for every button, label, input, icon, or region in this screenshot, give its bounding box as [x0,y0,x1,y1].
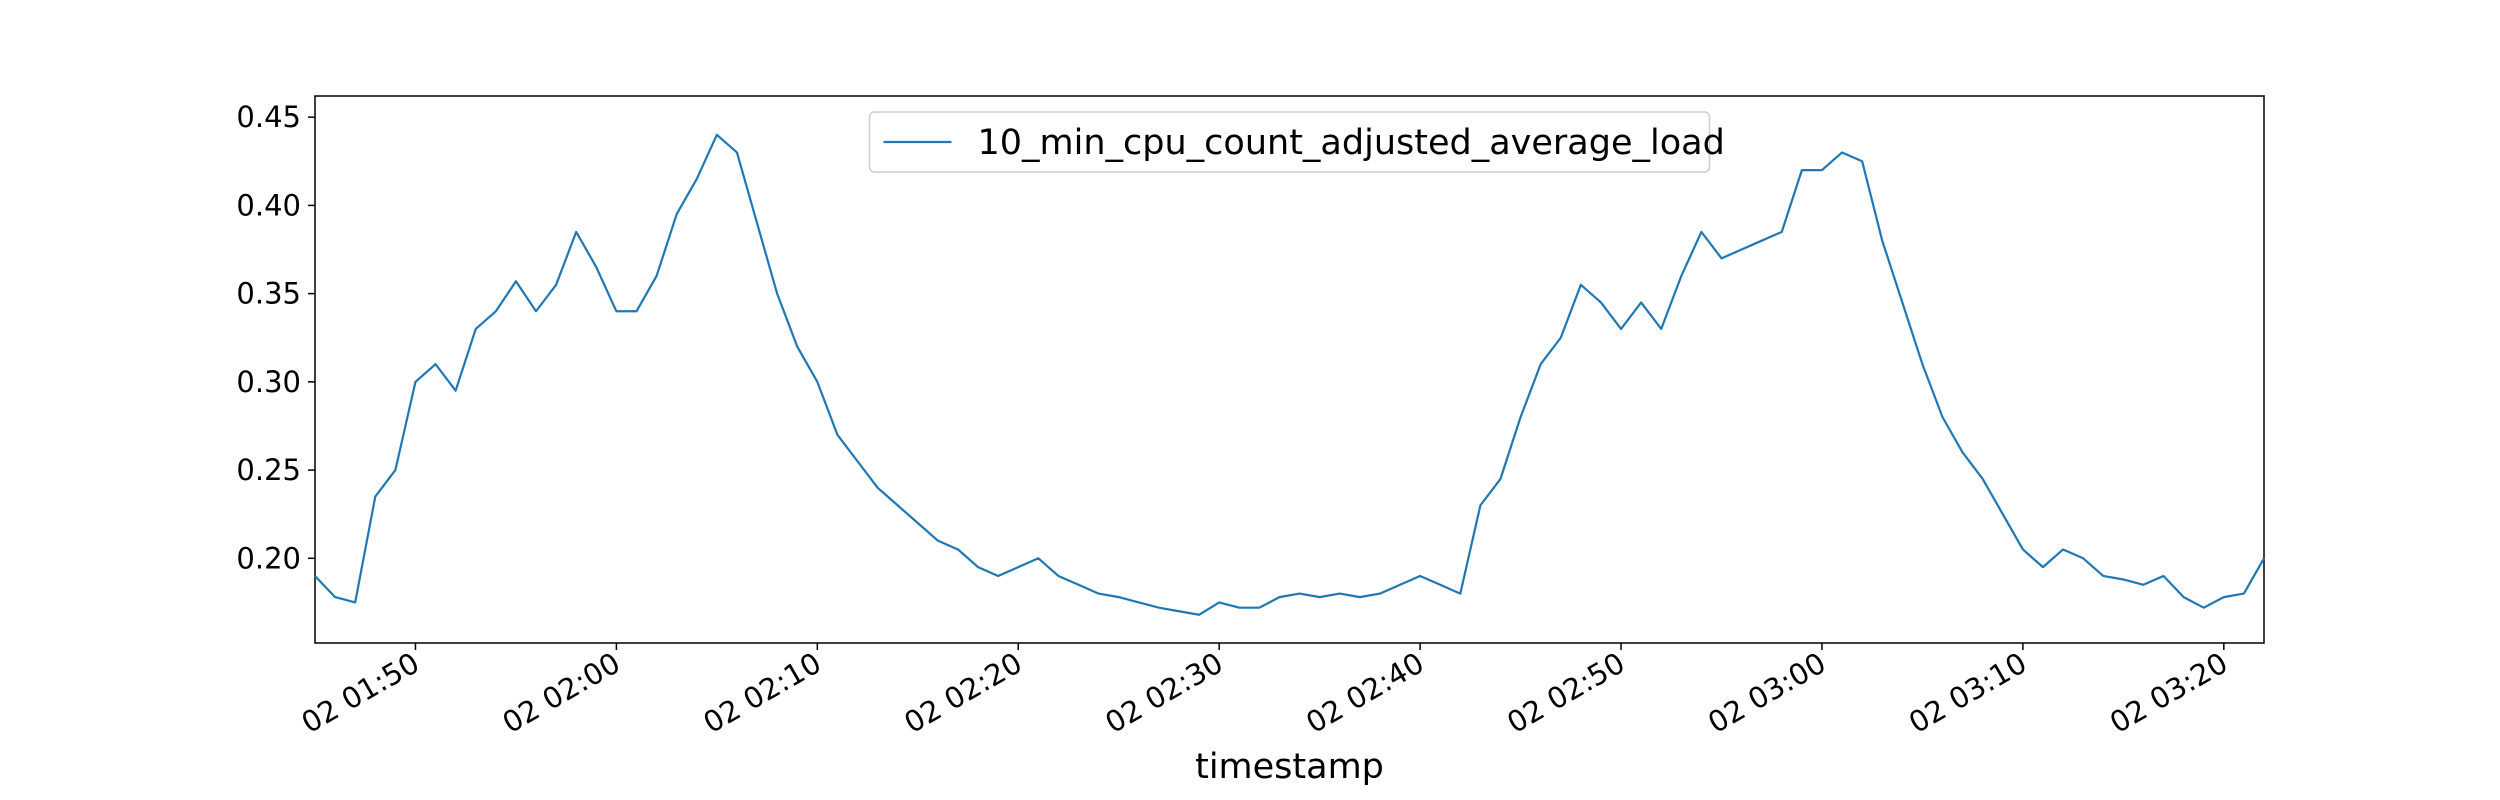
y-tick-label: 0.30 [236,365,301,399]
y-tick-label: 0.45 [236,100,301,134]
y-tick-label: 0.35 [236,277,301,311]
legend-box [868,111,1711,173]
x-tick-label: 02 01:50 [296,646,425,740]
x-tick-label: 02 02:50 [1501,646,1630,740]
x-tick-label: 02 03:00 [1702,646,1831,740]
y-tick-label: 0.40 [236,188,301,222]
legend-label: 10_min_cpu_count_adjusted_average_load [978,123,1725,163]
x-tick-label: 02 02:40 [1300,646,1429,740]
y-tick-label: 0.25 [236,453,301,487]
x-tick-label: 02 03:20 [2104,646,2233,740]
series-line [314,133,2265,616]
x-axis-label: timestamp [1195,747,1384,787]
y-tick-label: 0.20 [236,541,301,575]
plot-frame [314,95,2265,644]
x-tick-label: 02 03:10 [1903,646,2032,740]
x-tick-label: 02 02:10 [697,646,826,740]
x-tick-label: 02 02:20 [898,646,1027,740]
x-tick-label: 02 02:00 [497,646,626,740]
x-tick-label: 02 02:30 [1099,646,1228,740]
